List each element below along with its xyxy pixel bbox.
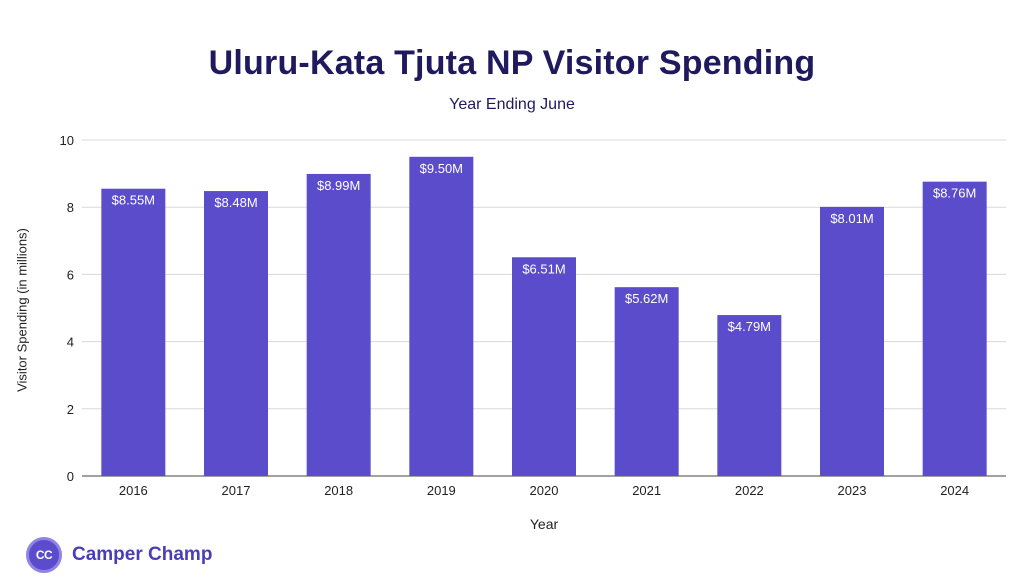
bar [409, 156, 474, 477]
x-tick-label: 2018 [324, 483, 353, 498]
bar-data-label: $4.79M [728, 319, 771, 334]
bar [512, 257, 576, 476]
brand-name: Camper Champ [72, 544, 213, 565]
y-tick-label: 4 [67, 335, 74, 350]
bar-data-label: $9.50M [420, 161, 463, 176]
y-tick-label: 0 [67, 469, 74, 484]
bar [101, 188, 166, 476]
y-tick-label: 2 [67, 402, 74, 417]
x-tick-label: 2016 [119, 483, 148, 498]
bar [922, 181, 987, 476]
brand-logo-text: CC [35, 548, 53, 562]
bar [717, 315, 782, 476]
x-tick-label: 2022 [735, 483, 764, 498]
bar [204, 191, 268, 476]
y-tick-label: 6 [67, 267, 74, 282]
x-axis-label: Year [529, 516, 559, 532]
y-axis-label: Visitor Spending (in millions) [14, 228, 30, 392]
bar [306, 173, 371, 476]
x-tick-label: 2023 [838, 483, 867, 498]
bar-data-label: $8.48M [214, 195, 257, 210]
x-tick-label: 2024 [940, 483, 969, 498]
x-tick-label: 2017 [222, 483, 251, 498]
bar-data-label: $5.62M [625, 291, 668, 306]
x-tick-label: 2020 [530, 483, 559, 498]
bar [614, 287, 679, 476]
y-tick-label: 10 [60, 133, 74, 148]
bar-data-label: $8.01M [830, 211, 873, 226]
chart-title: Uluru-Kata Tjuta NP Visitor Spending [208, 44, 816, 82]
chart-subtitle: Year Ending June [449, 96, 575, 113]
bar [820, 206, 884, 476]
x-tick-label: 2019 [427, 483, 456, 498]
x-tick-label: 2021 [632, 483, 661, 498]
brand-logo-icon: CC [26, 537, 62, 573]
y-tick-label: 8 [67, 200, 74, 215]
bar-data-label: $8.99M [317, 178, 360, 193]
bar-data-label: $8.55M [112, 193, 155, 208]
bar-data-label: $6.51M [522, 261, 565, 276]
bar-data-label: $8.76M [933, 186, 976, 201]
brand-logo-block: CC Camper Champ [26, 536, 212, 574]
